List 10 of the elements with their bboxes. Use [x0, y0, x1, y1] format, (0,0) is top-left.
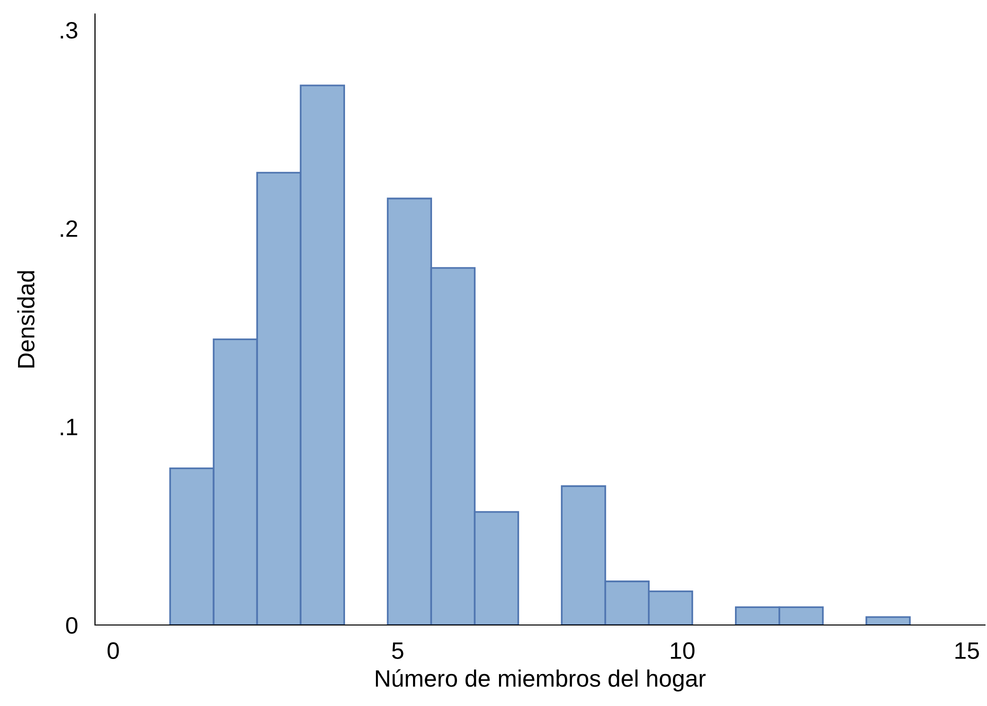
- y-axis-title: Densidad: [17, 271, 35, 368]
- x-tick-label: 15: [955, 642, 979, 660]
- y-tick-label: .2: [60, 220, 78, 237]
- y-tick-label: 0: [66, 617, 78, 634]
- x-tick-label: 5: [392, 642, 404, 660]
- y-tick-label: .3: [60, 22, 78, 39]
- x-axis-title: Número de miembros del hogar: [376, 669, 706, 692]
- x-tick-label: 10: [670, 642, 694, 660]
- x-tick-label: 0: [108, 642, 119, 660]
- y-tick-label: .1: [60, 418, 78, 436]
